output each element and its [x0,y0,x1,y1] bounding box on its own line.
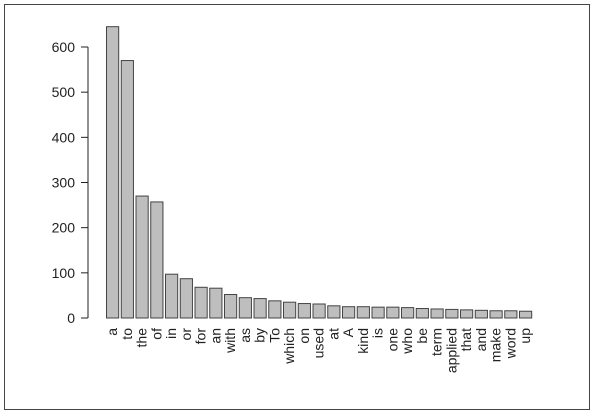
bar-which [283,301,297,319]
x-tick-labels: atotheofinorforanwithasbyTowhichonusedat… [104,327,533,373]
bar-up [519,310,533,319]
bar-A [342,306,356,319]
x-tick-label-is: is [370,328,386,338]
x-tick-label-with: with [222,328,238,354]
y-tick-label: 0 [67,310,75,326]
x-tick-label-To: To [266,328,282,343]
x-tick-label-term: term [429,328,445,356]
x-tick-label-as: as [237,328,253,343]
bar-as [238,297,252,319]
bar-be [415,308,429,319]
x-tick-label-for: for [193,328,209,345]
x-tick-label-on: on [296,328,312,344]
x-tick-label-make: make [488,328,504,362]
bar-To [268,300,282,319]
x-tick-label-a: a [104,328,120,336]
x-tick-label-and: and [473,328,489,351]
x-tick-label-of: of [148,328,164,340]
bar-who [401,307,415,319]
bar-term [430,308,444,319]
x-tick-label-used: used [311,328,327,358]
y-tick-label: 200 [52,220,76,236]
bar-kind [356,306,370,319]
bar-of [150,201,164,319]
bar-that [460,309,474,319]
bar-and [474,309,488,319]
x-tick-label-one: one [384,328,400,352]
x-tick-label-be: be [414,328,430,344]
x-tick-label-an: an [207,328,223,344]
bar-at [327,305,341,319]
x-tick-label-the: the [134,328,150,348]
chart-frame [4,4,590,410]
x-tick-label-at: at [325,328,341,340]
x-tick-label-to: to [119,328,135,340]
x-tick-label-which: which [281,328,297,365]
x-tick-label-that: that [458,328,474,351]
bar-an [209,287,223,319]
x-tick-label-in: in [163,328,179,339]
y-tick-label: 400 [52,129,76,145]
bar-in [165,273,179,319]
bar-make [489,310,503,319]
x-tick-label-who: who [399,328,415,355]
bar-applied [445,308,459,319]
bar-used [312,303,326,319]
y-tick-label: 500 [52,84,76,100]
x-tick-label-by: by [252,328,268,343]
bar-for [194,286,208,319]
x-tick-label-or: or [178,328,194,341]
y-tick-label: 600 [52,39,76,55]
x-tick-label-applied: applied [443,328,459,373]
bar-the [135,195,149,319]
bar-on [297,303,311,319]
y-tick-label: 100 [52,265,76,281]
x-tick-label-word: word [502,328,518,359]
y-axis: 0 100 200 300 400 500 600 [52,39,89,326]
x-tick-label-A: A [340,327,356,337]
bar-one [386,306,400,319]
bar-with [224,294,238,319]
bar-word [504,310,518,319]
x-tick-label-up: up [517,328,533,344]
y-tick-label: 300 [52,175,76,191]
x-tick-label-kind: kind [355,328,371,354]
bar-a [106,26,120,319]
bar-is [371,306,385,319]
bars [106,26,533,319]
bar-to [120,60,134,319]
bar-or [179,278,193,319]
bar-by [253,298,267,319]
